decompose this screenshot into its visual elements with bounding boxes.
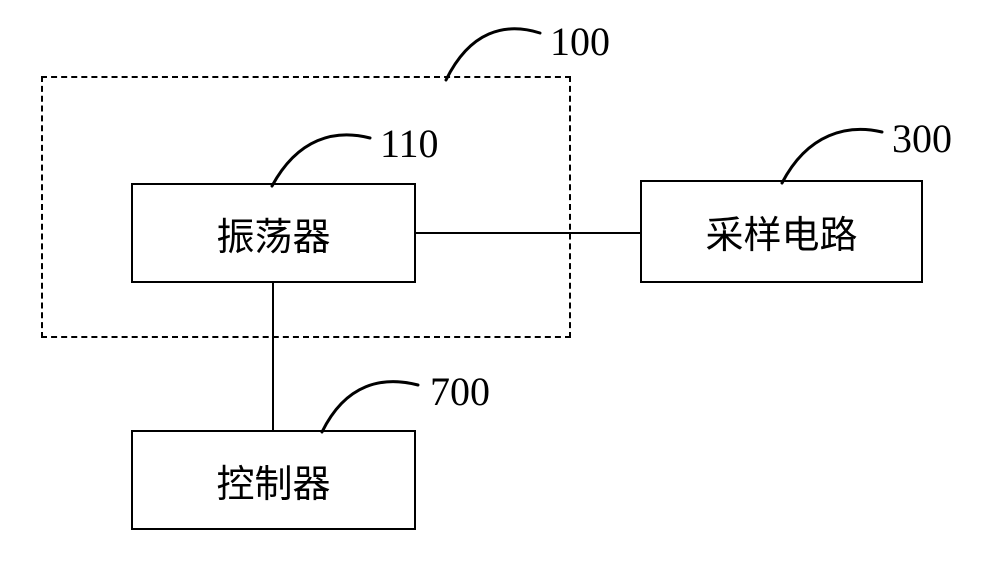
sampling-circuit-block: 采样电路 [640, 180, 923, 283]
connection-oscillator-controller [272, 283, 274, 430]
leader-300 [782, 129, 882, 183]
oscillator-label: 振荡器 [216, 206, 330, 261]
controller-block: 控制器 [131, 430, 416, 530]
leader-100 [446, 29, 540, 80]
oscillator-block: 振荡器 [131, 183, 416, 283]
sampling-circuit-label: 采样电路 [705, 204, 857, 259]
ref-label-100: 100 [550, 18, 610, 65]
ref-label-110: 110 [380, 120, 439, 167]
controller-label: 控制器 [216, 453, 330, 508]
leader-700 [322, 382, 418, 432]
ref-label-300: 300 [892, 115, 952, 162]
connection-oscillator-sampling [416, 232, 640, 234]
diagram-canvas: 振荡器 采样电路 控制器 100 110 300 700 [0, 0, 1000, 585]
ref-label-700: 700 [430, 368, 490, 415]
